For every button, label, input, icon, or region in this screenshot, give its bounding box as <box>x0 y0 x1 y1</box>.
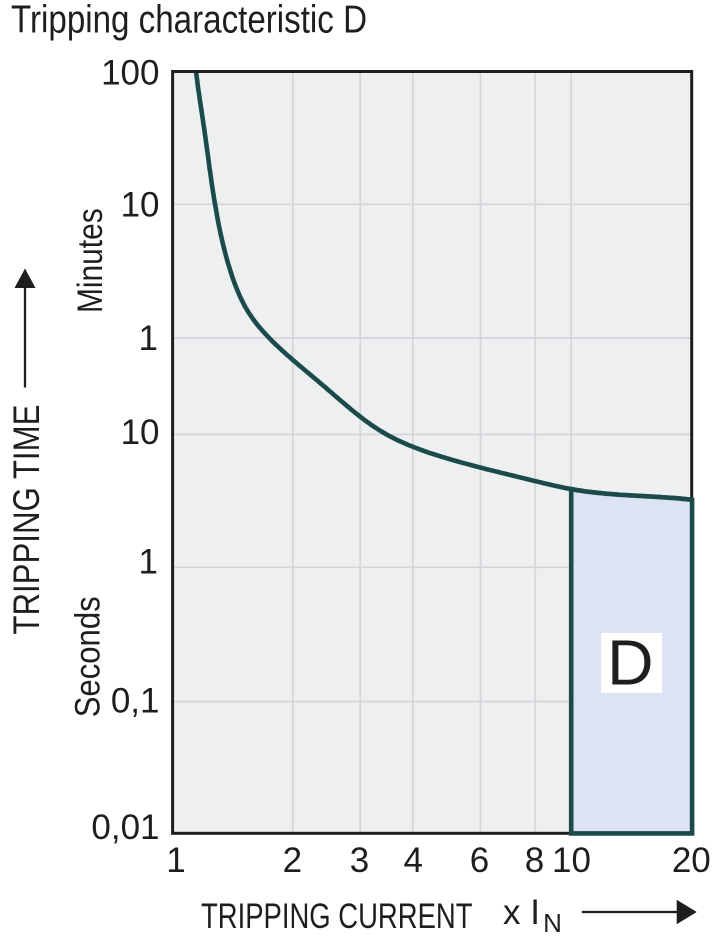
svg-text:Tripping characteristic D: Tripping characteristic D <box>11 0 367 41</box>
svg-text:4: 4 <box>403 841 422 880</box>
svg-text:10: 10 <box>552 841 591 880</box>
svg-text:TRIPPING TIME: TRIPPING TIME <box>6 405 47 635</box>
svg-text:10: 10 <box>121 413 160 452</box>
svg-text:1: 1 <box>139 319 158 358</box>
svg-text:0,1: 0,1 <box>111 682 160 721</box>
svg-text:Seconds: Seconds <box>68 596 107 717</box>
svg-text:3: 3 <box>350 841 369 880</box>
svg-text:TRIPPING CURRENT: TRIPPING CURRENT <box>201 897 473 936</box>
svg-text:x I: x I <box>503 893 540 932</box>
svg-text:100: 100 <box>101 54 159 93</box>
svg-text:1: 1 <box>139 543 158 582</box>
svg-text:N: N <box>543 908 562 938</box>
svg-text:1: 1 <box>166 841 185 880</box>
svg-text:20: 20 <box>672 841 711 880</box>
svg-text:D: D <box>607 627 653 699</box>
svg-text:2: 2 <box>283 841 302 880</box>
svg-text:10: 10 <box>121 186 160 225</box>
svg-text:8: 8 <box>525 841 544 880</box>
svg-text:0,01: 0,01 <box>91 808 159 847</box>
svg-text:Minutes: Minutes <box>71 208 110 313</box>
svg-text:6: 6 <box>470 841 489 880</box>
